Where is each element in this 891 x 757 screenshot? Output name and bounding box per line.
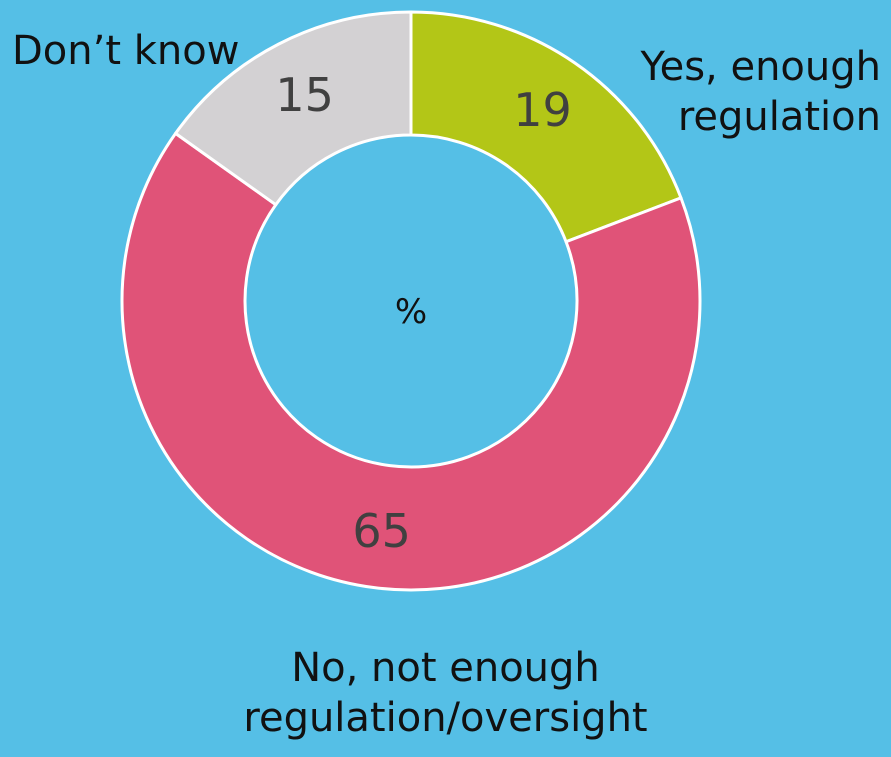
donut-slice-yes-enough-regulation bbox=[409, 10, 683, 244]
category-label-no: No, not enough regulation/oversight bbox=[0, 643, 891, 743]
donut-slice-don-t-know bbox=[174, 10, 413, 207]
donut-center-label: % bbox=[395, 292, 427, 332]
category-label-yes-line1: Yes, enough bbox=[640, 44, 881, 90]
data-label-no-not-enough-regulation-oversight: 65 bbox=[352, 504, 411, 558]
category-label-dont-know: Don’t know bbox=[12, 26, 239, 76]
category-label-yes: Yes, enough regulation bbox=[640, 42, 881, 142]
category-label-no-line2: regulation/oversight bbox=[243, 695, 648, 741]
data-label-don-t-know: 15 bbox=[275, 68, 334, 122]
category-label-yes-line2: regulation bbox=[677, 94, 881, 140]
data-label-yes-enough-regulation: 19 bbox=[513, 83, 572, 137]
category-label-no-line1: No, not enough bbox=[291, 645, 600, 691]
donut-slice-no-not-enough-regulation-oversight bbox=[120, 131, 702, 592]
donut-value-labels: 19 65 15 bbox=[275, 68, 571, 558]
category-label-dont-know-text: Don’t know bbox=[12, 28, 240, 74]
donut-slices bbox=[120, 10, 702, 592]
